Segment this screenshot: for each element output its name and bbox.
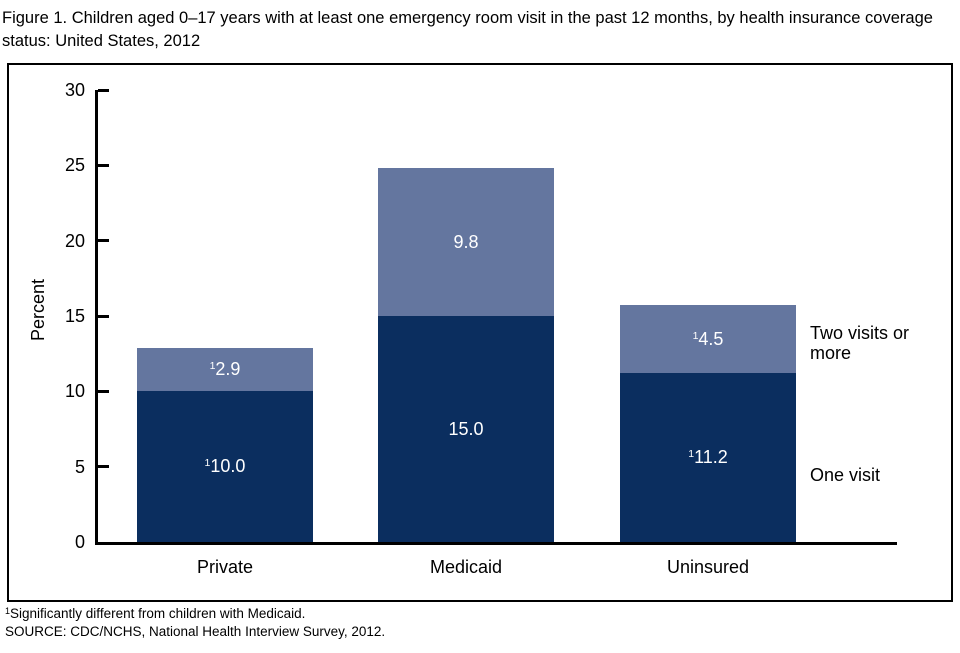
bar-segment-uninsured-one-visit: 111.2	[620, 373, 796, 542]
y-axis-tick-label: 5	[74, 456, 85, 477]
y-axis-tick	[98, 163, 109, 167]
bar-value-label: 111.2	[688, 447, 728, 468]
category-label-private: Private	[196, 557, 254, 577]
bar-segment-uninsured-two-visits-or-more: 14.5	[620, 305, 796, 374]
x-axis-line	[95, 542, 897, 545]
category-label-uninsured: Uninsured	[666, 557, 750, 577]
value-superscript: 1	[209, 359, 216, 372]
footnote-text: Significantly different from children wi…	[10, 606, 306, 621]
footnotes: 1Significantly different from children w…	[5, 602, 385, 641]
y-axis-tick-label: 10	[64, 381, 85, 402]
legend-label-one-visit: One visit	[810, 465, 881, 485]
value-superscript: 1	[688, 448, 695, 461]
chart-frame: Percent Two visits or more One visit 30 2…	[7, 63, 953, 602]
bar-segment-medicaid-one-visit: 15.0	[378, 316, 554, 542]
bar-segment-private-two-visits-or-more: 12.9	[137, 347, 313, 392]
bar-value-label: 110.0	[204, 456, 246, 477]
y-axis-line	[95, 90, 98, 545]
figure-title: Figure 1. Children aged 0–17 years with …	[2, 9, 933, 50]
bar-segment-medicaid-two-visits-or-more: 9.8	[378, 168, 554, 316]
bar-value-label: 15.0	[448, 418, 484, 439]
bar-value-label: 12.9	[209, 358, 241, 379]
y-axis-tick	[98, 88, 109, 92]
bar-segment-private-one-visit: 110.0	[137, 391, 313, 542]
y-axis-tick	[98, 314, 109, 318]
bar-value-label: 14.5	[692, 328, 724, 349]
footnote-significance: 1Significantly different from children w…	[5, 602, 385, 623]
y-axis-tick-label: 0	[74, 532, 85, 552]
y-axis-tick-label: 15	[64, 306, 85, 326]
value-superscript: 1	[692, 329, 699, 342]
y-axis-tick	[98, 239, 109, 243]
legend-label-two-visits: Two visits or more	[810, 323, 910, 363]
value-superscript: 1	[204, 457, 211, 470]
category-label-medicaid: Medicaid	[429, 557, 503, 577]
y-axis-tick-label: 30	[64, 80, 85, 100]
bar-value-label: 9.8	[453, 231, 479, 252]
footnote-superscript: 1	[5, 606, 11, 616]
footnote-source: SOURCE: CDC/NCHS, National Health Interv…	[5, 624, 386, 639]
y-axis-tick	[98, 465, 109, 469]
y-axis-tick	[98, 389, 109, 393]
y-axis-tick-label: 25	[64, 155, 85, 176]
y-axis-tick-label: 20	[64, 230, 85, 251]
